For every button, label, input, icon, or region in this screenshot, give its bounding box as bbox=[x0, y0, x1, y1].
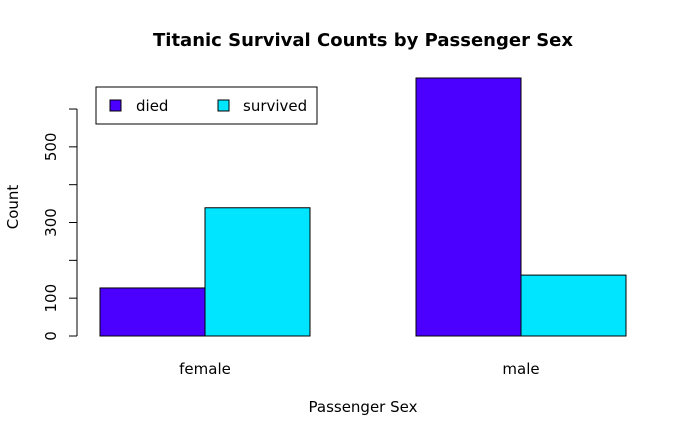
legend: died survived bbox=[95, 86, 318, 125]
y-tick-label: 300 bbox=[42, 208, 60, 237]
legend-label-survived: survived bbox=[243, 97, 307, 115]
y-axis-label: Count bbox=[4, 185, 22, 230]
legend-box bbox=[95, 86, 318, 125]
bars-group bbox=[99, 77, 627, 337]
legend-swatch-died bbox=[109, 99, 122, 112]
bar-died-female bbox=[99, 287, 206, 337]
y-axis: 0 100 300 500 bbox=[42, 108, 78, 341]
x-tick-label-male: male bbox=[502, 360, 539, 378]
y-tick-label: 500 bbox=[42, 133, 60, 162]
chart-title: Titanic Survival Counts by Passenger Sex bbox=[153, 30, 573, 51]
y-tick-label: 0 bbox=[42, 331, 60, 341]
bar-survived-female bbox=[204, 207, 311, 337]
legend-label-died: died bbox=[136, 97, 168, 115]
x-axis-label: Passenger Sex bbox=[309, 398, 418, 416]
legend-swatch-survived bbox=[217, 99, 230, 112]
x-tick-labels: female male bbox=[179, 360, 539, 378]
y-tick-label: 100 bbox=[42, 284, 60, 313]
bar-survived-male bbox=[520, 274, 627, 337]
bar-died-male bbox=[415, 77, 522, 337]
x-tick-label-female: female bbox=[179, 360, 231, 378]
